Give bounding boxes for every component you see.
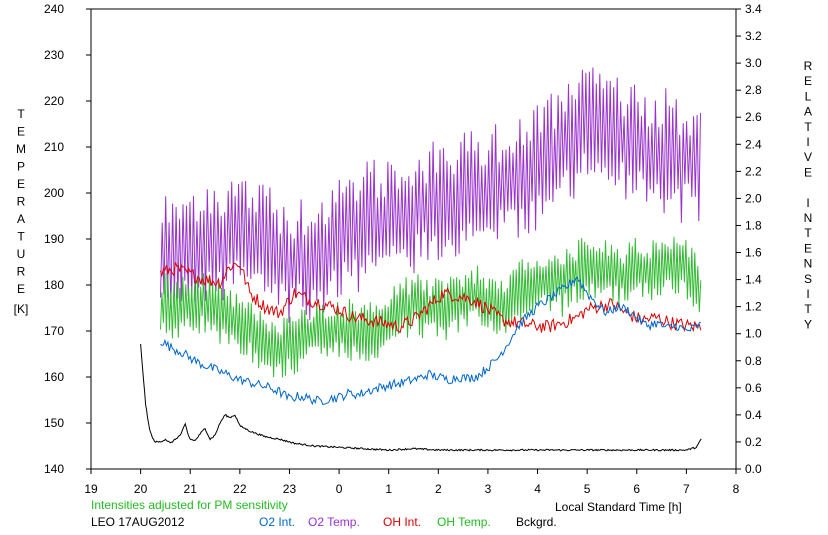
y-left-tick-label: 150	[44, 416, 64, 430]
y-right-title-letter: I	[806, 287, 809, 301]
y-right-tick-label: 1.0	[745, 327, 762, 341]
y-left-title-letter: E	[17, 177, 25, 191]
x-tick-label: 4	[534, 482, 541, 496]
y-left-title-letter: T	[17, 230, 25, 244]
y-right-title-letter: E	[804, 165, 812, 179]
y-left-tick-label: 210	[44, 140, 64, 154]
y-left-title-letter: R	[17, 265, 26, 279]
y-left-tick-label: 180	[44, 278, 64, 292]
y-right-title-letter: S	[804, 272, 812, 286]
y-left-title-letter: P	[17, 160, 25, 174]
y-left-tick-label: 170	[44, 324, 64, 338]
y-right-tick-label: 2.0	[745, 191, 762, 205]
x-tick-label: 0	[336, 482, 343, 496]
x-tick-label: 6	[633, 482, 640, 496]
x-tick-label: 20	[134, 482, 148, 496]
y-left-tick-label: 230	[44, 48, 64, 62]
y-right-title-letter: T	[804, 302, 812, 316]
y-right-title-letter: T	[804, 226, 812, 240]
series-line-o2-int	[160, 276, 701, 406]
y-right-title-letter: N	[804, 257, 813, 271]
legend-oh-temp: OH Temp.	[437, 515, 491, 529]
y-left-tick-label: 190	[44, 232, 64, 246]
x-tick-label: 19	[84, 482, 98, 496]
station-date-label: LEO 17AUG2012	[91, 515, 185, 529]
y-right-title-letter: E	[804, 74, 812, 88]
x-axis-title: Local Standard Time [h]	[555, 500, 682, 514]
y-left-tick-label: 240	[44, 2, 64, 16]
legend-o2-temp: O2 Temp.	[308, 515, 360, 529]
series-line-o2-temp	[160, 67, 701, 324]
legend-background: Bckgrd.	[516, 515, 557, 529]
legend-oh-int: OH Int.	[383, 515, 422, 529]
x-tick-label: 21	[184, 482, 198, 496]
y-left-title-letter: R	[17, 195, 26, 209]
y-left-title-letter: T	[17, 107, 25, 121]
y-right-tick-label: 0.4	[745, 408, 762, 422]
legend-o2-int: O2 Int.	[259, 515, 296, 529]
y-left-unit: [K]	[14, 302, 29, 316]
y-right-title-letter: E	[804, 241, 812, 255]
y-left-tick-label: 200	[44, 186, 64, 200]
y-left-title-letter: E	[17, 125, 25, 139]
y-right-tick-label: 0.2	[745, 435, 762, 449]
y-left-tick-label: 160	[44, 370, 64, 384]
y-right-tick-label: 2.6	[745, 110, 762, 124]
y-right-title-letter: N	[804, 211, 813, 225]
y-right-tick-label: 3.4	[745, 2, 762, 16]
x-tick-label: 2	[435, 482, 442, 496]
y-right-tick-label: 2.2	[745, 164, 762, 178]
y-left-tick-label: 140	[44, 462, 64, 476]
y-right-tick-label: 0.8	[745, 354, 762, 368]
y-left-title-letter: A	[17, 212, 25, 226]
y-right-tick-label: 0.0	[745, 462, 762, 476]
y-right-title-letter: Y	[804, 317, 812, 331]
series-line-oh-temp	[160, 236, 702, 378]
y-right-title-letter: I	[806, 196, 809, 210]
y-left-tick-label: 220	[44, 94, 64, 108]
x-tick-label: 23	[283, 482, 297, 496]
y-left-title-letter: E	[17, 282, 25, 296]
y-right-tick-label: 2.8	[745, 83, 762, 97]
y-right-tick-label: 0.6	[745, 381, 762, 395]
y-right-title-letter: L	[805, 89, 812, 103]
x-tick-label: 3	[485, 482, 492, 496]
series-line-bckgrd	[140, 343, 702, 452]
x-tick-label: 5	[584, 482, 591, 496]
y-right-tick-label: 3.0	[745, 56, 762, 70]
y-right-title-letter: V	[804, 150, 812, 164]
y-right-tick-label: 1.4	[745, 273, 762, 287]
sensitivity-note: Intensities adjusted for PM sensitivity	[91, 498, 288, 512]
y-right-tick-label: 1.6	[745, 246, 762, 260]
x-tick-label: 1	[385, 482, 392, 496]
series-line-oh-int	[160, 262, 702, 334]
y-right-title-letter: I	[806, 135, 809, 149]
y-right-title-letter: A	[804, 105, 812, 119]
y-left-title-letter: U	[17, 247, 26, 261]
y-right-tick-label: 3.2	[745, 29, 762, 43]
x-tick-label: 8	[733, 482, 740, 496]
y-right-tick-label: 1.2	[745, 300, 762, 314]
x-tick-label: 7	[683, 482, 690, 496]
y-right-tick-label: 1.8	[745, 218, 762, 232]
x-tick-label: 22	[233, 482, 247, 496]
y-right-title-letter: T	[804, 120, 812, 134]
y-right-title-letter: R	[804, 59, 813, 73]
y-left-title-letter: M	[16, 142, 26, 156]
y-right-tick-label: 2.4	[745, 137, 762, 151]
